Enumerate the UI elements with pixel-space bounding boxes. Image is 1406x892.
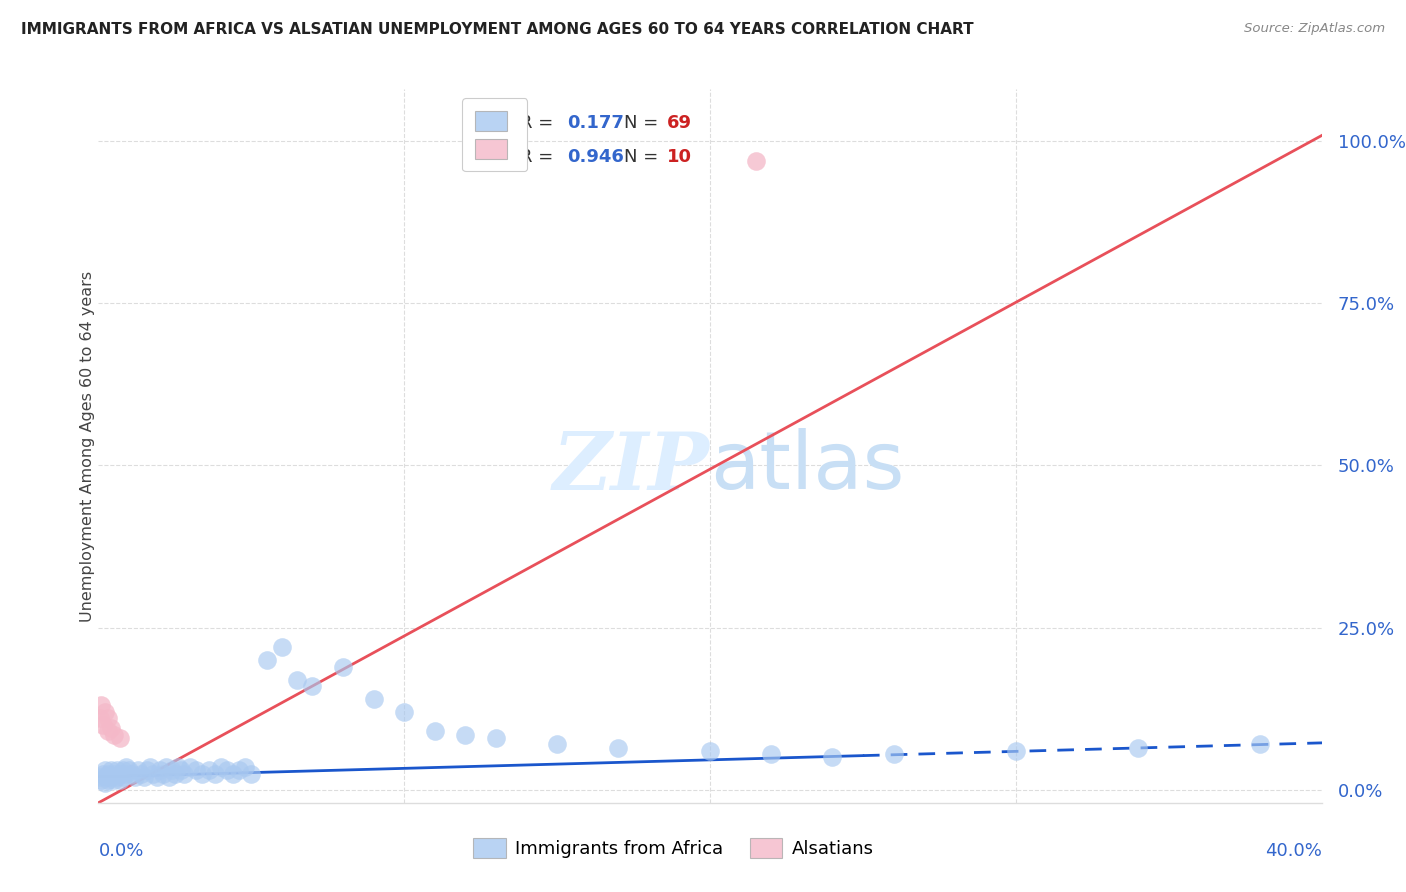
Point	[1128, 740, 1150, 755]
Point	[167, 760, 190, 774]
Point	[699, 744, 721, 758]
Point	[155, 760, 177, 774]
Point	[179, 760, 201, 774]
Point	[883, 747, 905, 761]
Point	[134, 770, 156, 784]
Point	[163, 766, 186, 780]
Point	[97, 766, 120, 780]
Point	[197, 764, 219, 778]
Point	[93, 764, 115, 778]
Point	[93, 705, 115, 719]
Point	[100, 764, 122, 778]
Point	[145, 770, 167, 784]
Point	[105, 764, 128, 778]
Point	[152, 766, 174, 780]
Point	[821, 750, 844, 764]
Point	[111, 770, 134, 784]
Point	[215, 764, 238, 778]
Point	[607, 740, 630, 755]
Legend: Immigrants from Africa, Alsatians: Immigrants from Africa, Alsatians	[465, 830, 880, 865]
Point	[173, 766, 195, 780]
Point	[103, 773, 125, 788]
Text: Source: ZipAtlas.com: Source: ZipAtlas.com	[1244, 22, 1385, 36]
Point	[129, 766, 152, 780]
Point	[546, 738, 568, 752]
Point	[100, 721, 122, 735]
Text: 0.177: 0.177	[567, 114, 624, 132]
Point	[170, 764, 193, 778]
Point	[90, 698, 112, 713]
Text: N =: N =	[624, 148, 665, 166]
Point	[142, 766, 165, 780]
Point	[105, 770, 128, 784]
Point	[91, 766, 114, 780]
Point	[228, 764, 250, 778]
Point	[1004, 744, 1026, 758]
Point	[90, 773, 112, 788]
Point	[363, 692, 385, 706]
Point	[209, 760, 232, 774]
Point	[485, 731, 508, 745]
Text: atlas: atlas	[710, 428, 904, 507]
Point	[97, 773, 120, 788]
Point	[94, 770, 117, 784]
Point	[108, 766, 131, 780]
Point	[1249, 738, 1271, 752]
Text: 40.0%: 40.0%	[1265, 842, 1322, 860]
Text: ZIP: ZIP	[553, 429, 710, 506]
Point	[256, 653, 278, 667]
Point	[108, 773, 131, 788]
Point	[191, 766, 214, 780]
Point	[115, 766, 138, 780]
Point	[745, 153, 768, 168]
Point	[454, 728, 477, 742]
Point	[285, 673, 308, 687]
Point	[186, 764, 208, 778]
Point	[115, 760, 138, 774]
Point	[136, 764, 159, 778]
Point	[759, 747, 782, 761]
Point	[121, 766, 143, 780]
Point	[423, 724, 446, 739]
Point	[233, 760, 256, 774]
Text: 0.0%: 0.0%	[98, 842, 143, 860]
Text: R =: R =	[520, 114, 560, 132]
Point	[108, 731, 131, 745]
Point	[89, 770, 111, 784]
Point	[139, 760, 162, 774]
Point	[332, 659, 354, 673]
Point	[157, 770, 180, 784]
Text: R =: R =	[520, 148, 560, 166]
Point	[204, 766, 226, 780]
Point	[111, 764, 134, 778]
Point	[240, 766, 263, 780]
Point	[103, 728, 125, 742]
Point	[89, 711, 111, 725]
Text: IMMIGRANTS FROM AFRICA VS ALSATIAN UNEMPLOYMENT AMONG AGES 60 TO 64 YEARS CORREL: IMMIGRANTS FROM AFRICA VS ALSATIAN UNEMP…	[21, 22, 974, 37]
Point	[124, 770, 146, 784]
Text: 0.946: 0.946	[567, 148, 624, 166]
Point	[97, 711, 120, 725]
Point	[118, 764, 141, 778]
Point	[149, 764, 172, 778]
Point	[127, 764, 149, 778]
Point	[301, 679, 323, 693]
Point	[93, 776, 115, 790]
Point	[103, 766, 125, 780]
Text: 69: 69	[668, 114, 692, 132]
Point	[270, 640, 292, 654]
Point	[100, 770, 122, 784]
Point	[97, 724, 120, 739]
Point	[222, 766, 245, 780]
Y-axis label: Unemployment Among Ages 60 to 64 years: Unemployment Among Ages 60 to 64 years	[80, 270, 94, 622]
Point	[392, 705, 416, 719]
Point	[91, 718, 114, 732]
Point	[160, 764, 183, 778]
Text: N =: N =	[624, 114, 665, 132]
Text: 10: 10	[668, 148, 692, 166]
